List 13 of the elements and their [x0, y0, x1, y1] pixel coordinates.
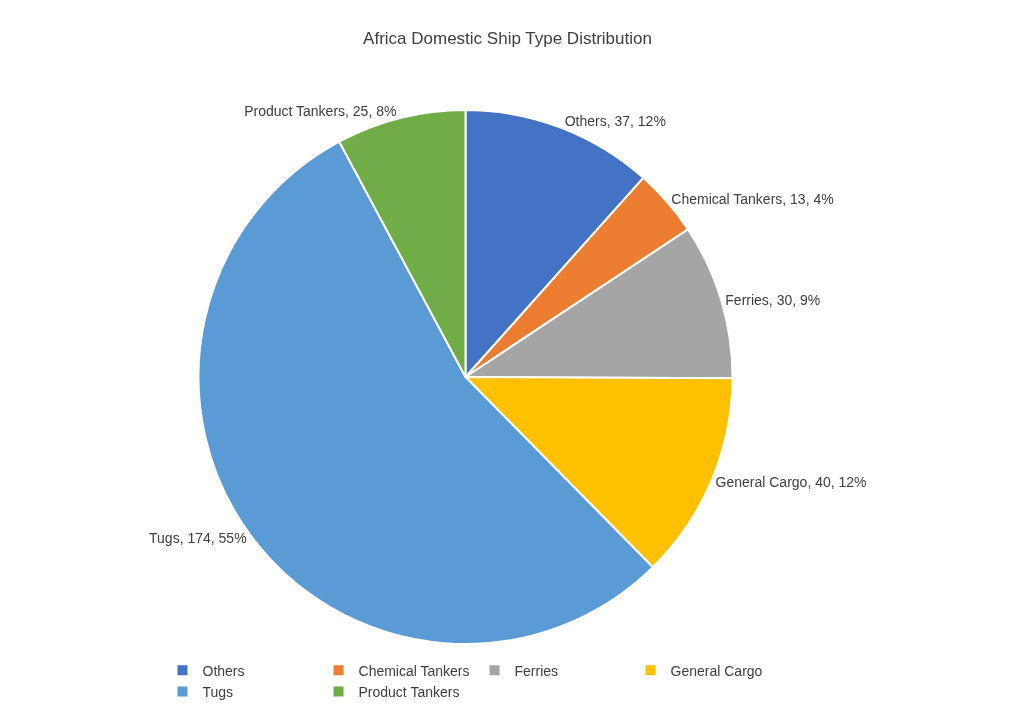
- data-label: Product Tankers, 25, 8%: [244, 102, 397, 119]
- legend-label: General Cargo: [670, 662, 763, 679]
- data-label: Others, 37, 12%: [564, 112, 666, 129]
- legend-label: Tugs: [202, 683, 234, 700]
- legend-label: Product Tankers: [358, 683, 460, 700]
- data-label: Chemical Tankers, 13, 4%: [671, 190, 834, 207]
- legend-label: Chemical Tankers: [358, 662, 470, 679]
- data-label: Ferries, 30, 9%: [725, 291, 821, 308]
- legend-label: Ferries: [514, 662, 559, 679]
- data-label: Tugs, 174, 55%: [149, 530, 247, 547]
- data-label: General Cargo, 40, 12%: [715, 473, 867, 490]
- chart-title: Africa Domestic Ship Type Distribution: [363, 29, 652, 49]
- legend-label: Others: [202, 662, 245, 679]
